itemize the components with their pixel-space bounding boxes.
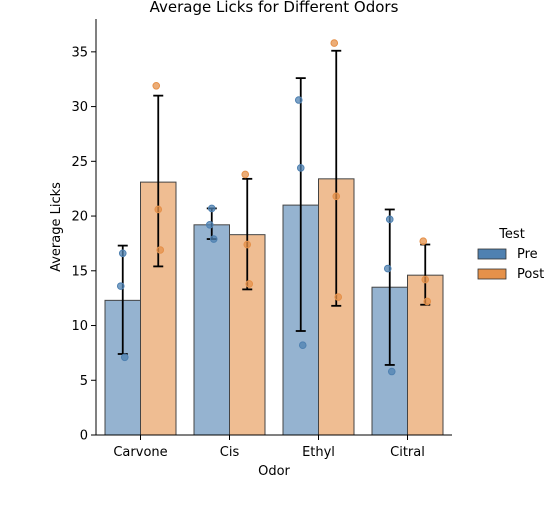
data-point-pre	[116, 282, 125, 290]
legend-label-pre: Pre	[517, 247, 538, 262]
legend: Test Pre Post	[477, 227, 544, 282]
y-tick-label: 5	[80, 374, 88, 389]
data-point-post	[154, 205, 163, 214]
data-point-pre	[296, 164, 305, 172]
y-axis-ticks: 0 5 10 15 20 25 30 35	[71, 45, 96, 444]
data-point-pre	[118, 249, 127, 258]
y-tick-label: 35	[71, 45, 88, 60]
data-point-pre	[207, 204, 216, 213]
data-point-post	[334, 293, 343, 301]
data-point-post	[241, 170, 250, 179]
data-point-post	[332, 192, 341, 201]
chart-title: Average Licks for Different Odors	[150, 0, 399, 16]
y-tick-label: 0	[80, 429, 88, 444]
data-point-post	[156, 246, 165, 254]
x-tick-label: Cis	[220, 445, 240, 460]
legend-swatch-pre	[477, 248, 507, 260]
y-tick-label: 10	[71, 319, 88, 334]
data-point-post	[243, 240, 252, 249]
data-point-pre	[383, 264, 392, 273]
legend-title: Test	[498, 227, 525, 242]
x-tick-label: Carvone	[113, 445, 167, 460]
y-tick-label: 20	[71, 210, 88, 225]
y-tick-label: 25	[71, 155, 88, 170]
y-axis-label: Average Licks	[49, 182, 64, 272]
x-axis-ticks: Carvone Cis Ethyl Citral	[113, 435, 425, 460]
data-point-pre	[294, 96, 303, 104]
legend-label-post: Post	[517, 267, 544, 282]
data-point-post	[152, 81, 161, 90]
data-point-pre	[205, 221, 214, 229]
data-point-post	[421, 275, 430, 284]
bar-pre-cis	[193, 224, 230, 436]
data-point-pre	[387, 367, 396, 376]
data-point-pre	[120, 353, 129, 362]
y-tick-label: 30	[71, 100, 88, 115]
x-axis-label: Odor	[258, 464, 290, 479]
data-point-pre	[298, 341, 307, 350]
data-point-pre	[209, 235, 218, 243]
points-layer	[116, 39, 432, 376]
y-tick-label: 15	[71, 264, 88, 279]
data-point-post	[330, 39, 339, 47]
data-point-post	[423, 297, 432, 306]
x-tick-label: Ethyl	[302, 445, 335, 460]
data-point-post	[419, 237, 428, 246]
data-point-post	[245, 280, 254, 288]
x-tick-label: Citral	[390, 445, 425, 460]
data-point-pre	[385, 215, 394, 224]
legend-swatch-post	[477, 268, 507, 280]
error-bars-layer	[117, 49, 431, 366]
